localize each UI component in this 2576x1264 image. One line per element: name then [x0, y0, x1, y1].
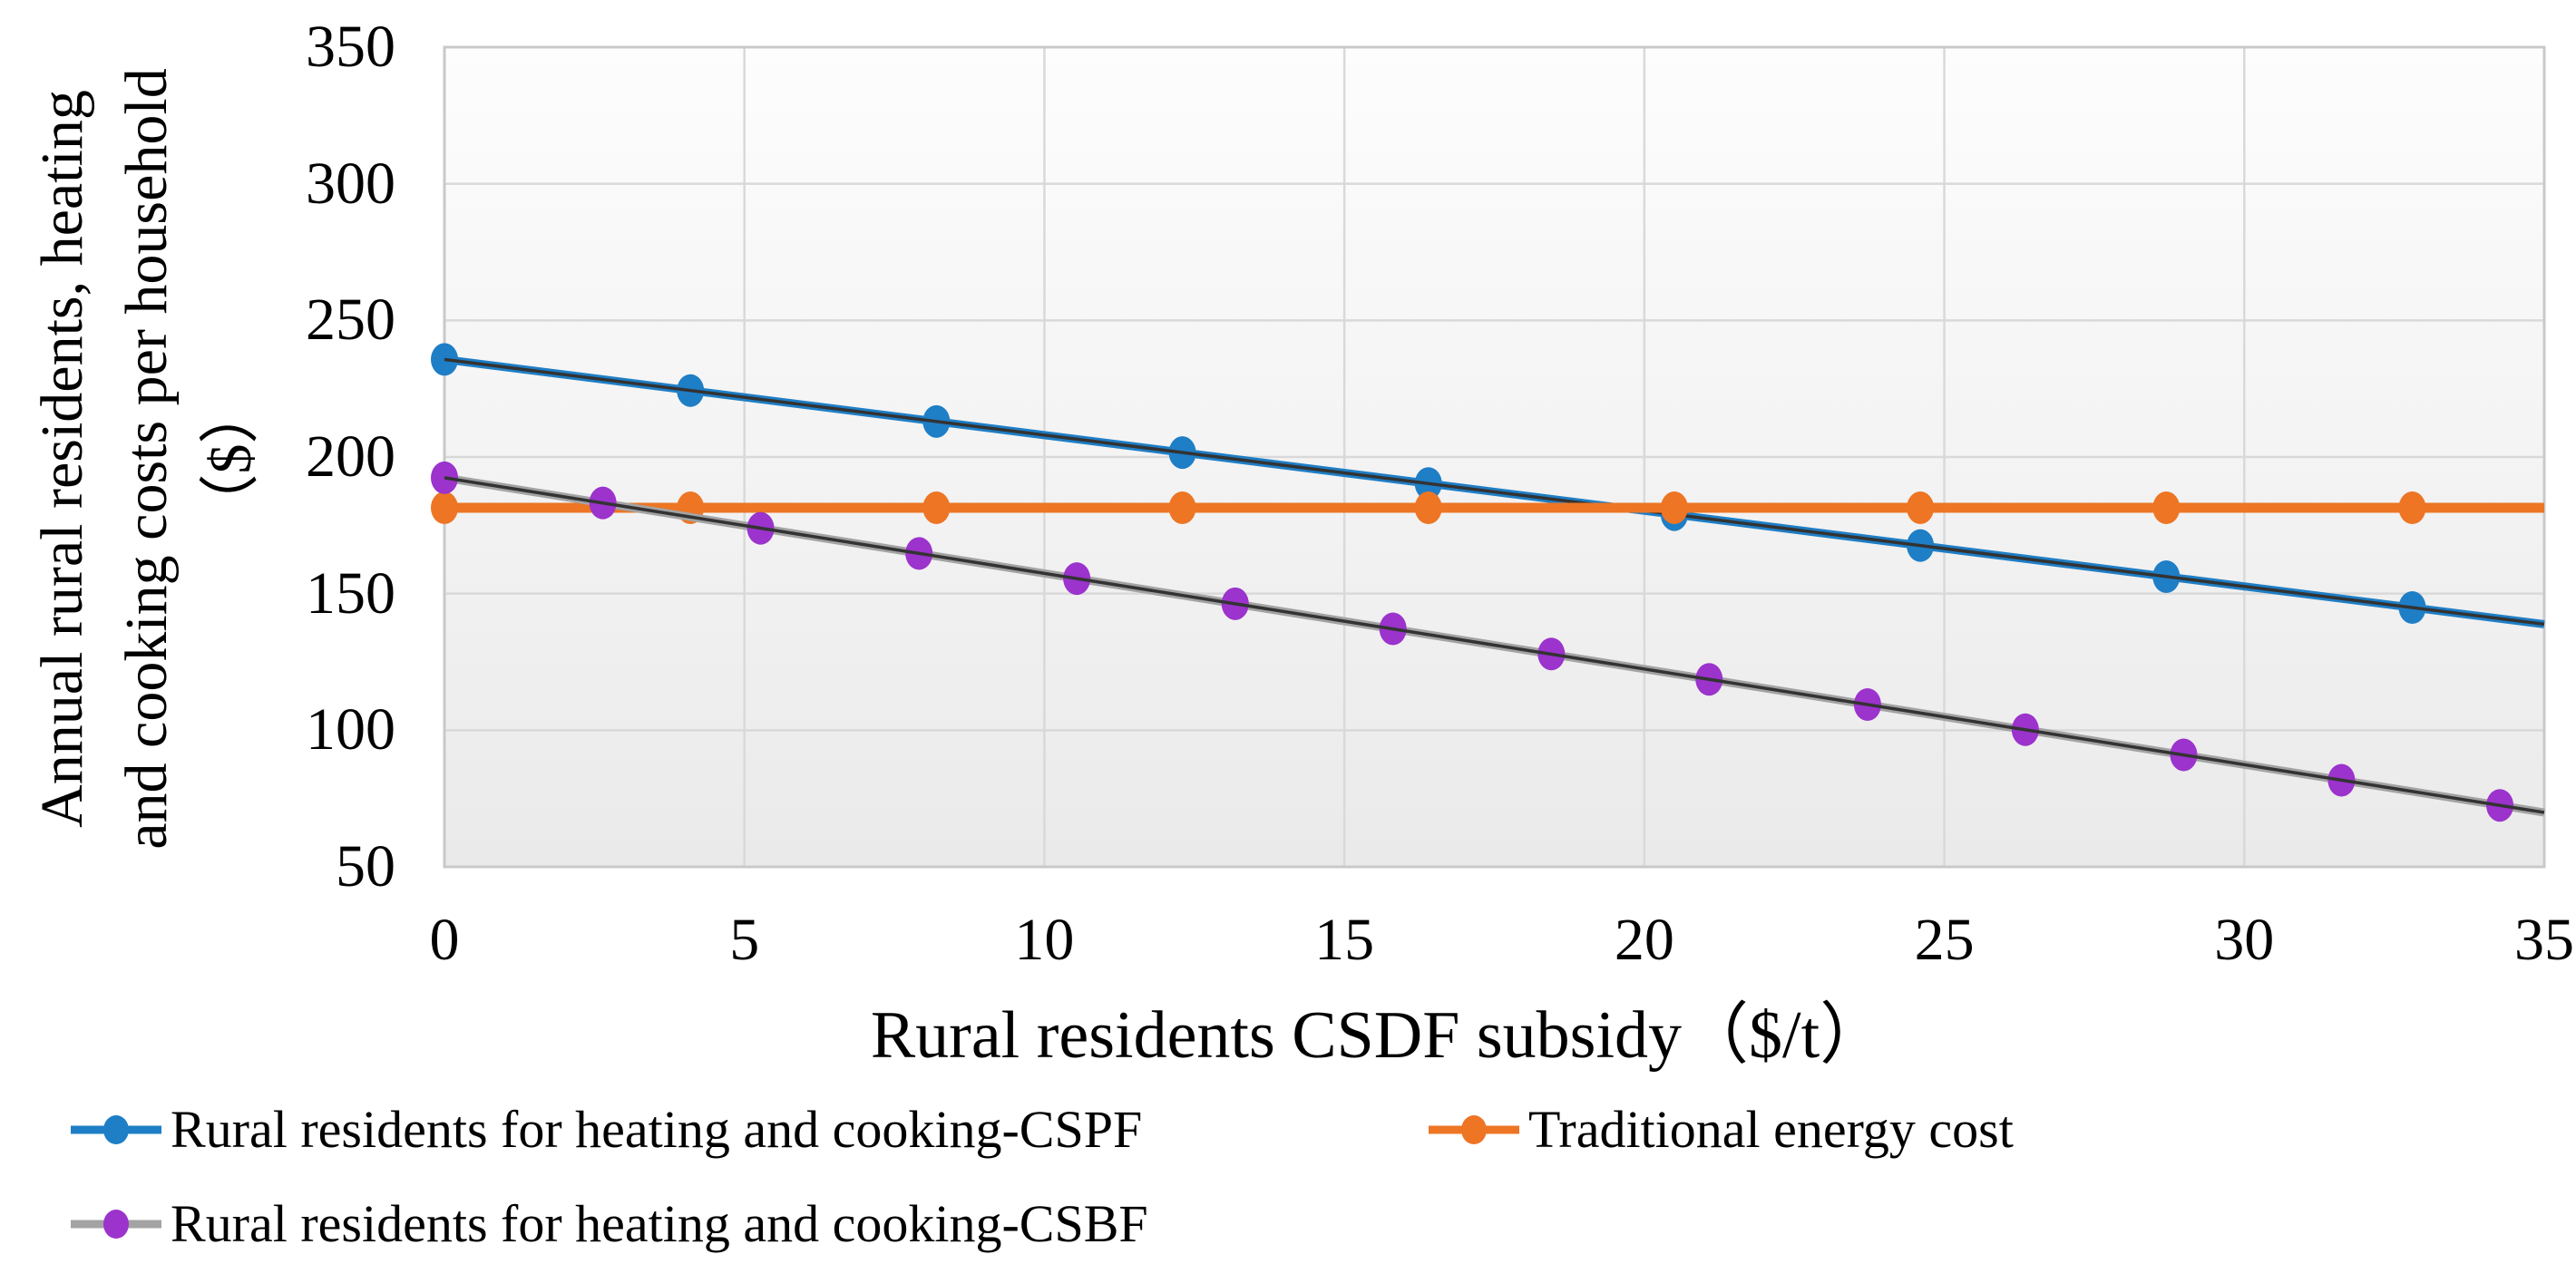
- legend-label-traditional: Traditional energy cost: [1528, 1100, 2014, 1159]
- y-tick-label: 150: [306, 559, 395, 627]
- chart-canvas: [431, 45, 2546, 869]
- x-tick-label: 30: [2214, 907, 2275, 973]
- legend-label-cspf: Rural residents for heating and cooking-…: [171, 1100, 1143, 1159]
- series-1-marker: [2398, 491, 2426, 525]
- series-1-marker: [1907, 491, 1935, 525]
- legend-marker-csbf-icon: [71, 1210, 161, 1239]
- plot-border: [443, 45, 2546, 869]
- legend-item-cspf: Rural residents for heating and cooking-…: [71, 1097, 1142, 1162]
- series-1-marker: [1660, 491, 1688, 525]
- series-1-marker: [431, 491, 458, 525]
- y-tick-label: 300: [306, 150, 395, 217]
- series-trendline-2: [444, 476, 2545, 814]
- series-trendline-0: [444, 357, 2545, 627]
- y-tick-label: 200: [306, 423, 395, 490]
- legend-item-csbf: Rural residents for heating and cooking-…: [71, 1191, 1148, 1257]
- y-tick-label: 50: [336, 833, 395, 899]
- legend-label-csbf: Rural residents for heating and cooking-…: [171, 1194, 1148, 1253]
- y-tick-label: 100: [306, 696, 395, 763]
- x-tick-label: 35: [2514, 907, 2574, 973]
- x-tick-label: 20: [1614, 907, 1674, 973]
- series-1-marker: [922, 491, 951, 525]
- x-tick-label: 5: [729, 907, 760, 973]
- legend-marker-traditional-icon: [1429, 1115, 1519, 1144]
- legend-marker-cspf-icon: [71, 1115, 161, 1144]
- series-1-marker: [2152, 491, 2181, 525]
- plot-area: [431, 45, 2546, 869]
- y-tick-label: 350: [306, 14, 395, 80]
- x-tick-label: 10: [1014, 907, 1075, 973]
- x-tick-label: 15: [1314, 907, 1375, 973]
- x-tick-label: 25: [1914, 907, 1975, 973]
- x-tick-label: 0: [429, 907, 460, 973]
- y-tick-label: 250: [306, 287, 395, 354]
- series-1-marker: [1414, 491, 1442, 525]
- series-1-marker: [1168, 491, 1196, 525]
- x-axis-title: Rural residents CSDF subsidy（$/t）: [870, 998, 1888, 1073]
- legend-item-traditional: Traditional energy cost: [1429, 1097, 2014, 1162]
